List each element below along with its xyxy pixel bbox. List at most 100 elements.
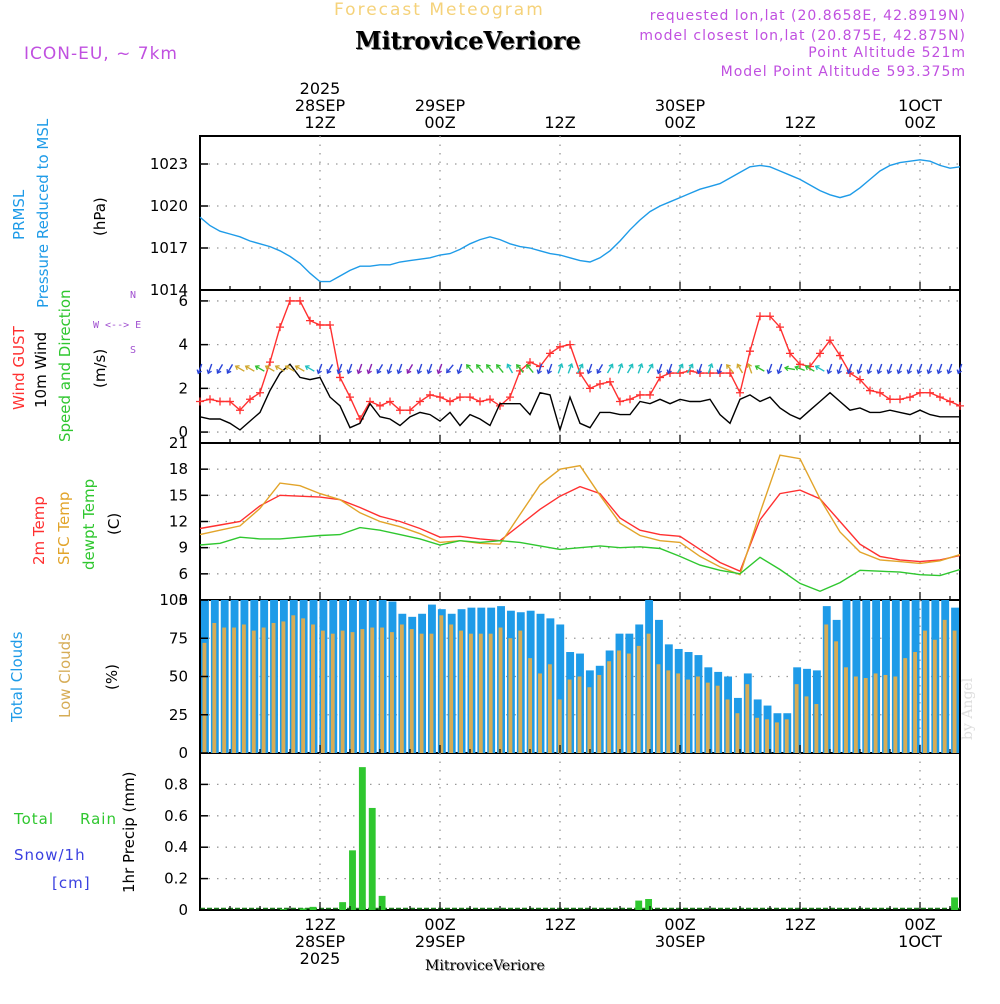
wind-arrow-head	[846, 369, 852, 375]
gust-marker	[726, 369, 734, 378]
wind-arrow-head	[196, 369, 202, 375]
gust-marker	[946, 397, 954, 406]
pressure-series-prmsl	[199, 159, 961, 283]
wind-direction-arrow	[367, 363, 373, 374]
wind-direction-arrow	[406, 364, 414, 374]
wind-ytick-label: 2	[178, 379, 188, 397]
wind-direction-arrow	[795, 366, 805, 372]
closest-coords: model closest lon,lat (20.875E, 42.875N)	[639, 28, 966, 44]
low-cloud-bar	[834, 641, 839, 753]
wind-direction-arrow	[506, 364, 514, 374]
low-cloud-bar	[488, 633, 493, 753]
precip-bar	[279, 909, 287, 910]
wind-direction-arrow	[827, 363, 833, 374]
low-cloud-bar	[261, 627, 266, 753]
gust-marker	[646, 390, 654, 399]
wind-arrow-head	[416, 369, 422, 375]
wind-direction-arrow	[957, 363, 963, 374]
low-cloud-bar	[311, 624, 315, 753]
top-time-label: 2025	[300, 79, 341, 98]
wind-arrow-head	[826, 369, 832, 375]
wind-direction-arrow	[596, 364, 604, 374]
low-cloud-bar	[419, 633, 424, 753]
wind-arrow-head	[578, 363, 584, 369]
low-cloud-bar	[202, 642, 207, 753]
wind-arrow-head	[516, 364, 521, 369]
gust-marker	[486, 395, 494, 404]
temperature-ytick-label: 6	[178, 565, 188, 583]
wind-arrow-head	[356, 369, 362, 375]
gust-marker	[776, 323, 784, 332]
gust-marker	[876, 388, 884, 397]
precip-ytick-label: 0.8	[164, 775, 188, 793]
low-cloud-bar	[883, 674, 888, 753]
point-altitude: Point Altitude 521m	[808, 45, 966, 61]
precip-ytick-label: 0.4	[164, 838, 188, 856]
low-cloud-bar	[232, 627, 236, 753]
wind-direction-arrow	[337, 363, 343, 374]
precip-unit: 1hr Precip (mm)	[120, 771, 138, 893]
gust-marker	[896, 395, 904, 404]
wind-arrow-head	[426, 369, 432, 375]
watermark: by Angel	[960, 677, 976, 740]
wind-series-wind-gust	[199, 300, 961, 421]
total-cloud-bar	[556, 624, 565, 753]
total-clouds-label: Total Clouds	[8, 631, 26, 722]
bottom-time-label: 00Z	[664, 915, 695, 934]
temperature-ytick-label: 9	[178, 539, 188, 557]
wind-direction-arrow	[476, 364, 484, 373]
wind-arrow-head	[466, 364, 471, 369]
wind-arrow-head	[284, 365, 290, 371]
wind-arrow-head	[736, 363, 742, 369]
low-cloud-bar	[715, 685, 720, 753]
gust-marker	[336, 373, 344, 382]
wind-arrow-head	[856, 369, 862, 375]
wind-direction-arrow	[657, 363, 663, 374]
wind-arrow-head	[656, 369, 662, 375]
wind-arrow-head	[506, 363, 512, 369]
low-clouds-label: Low Clouds	[56, 633, 74, 718]
gust-marker	[426, 390, 434, 399]
low-cloud-bar	[923, 630, 927, 753]
footer-location: MitroviceVeriore	[425, 958, 545, 974]
low-cloud-bar	[459, 630, 463, 753]
gust-marker	[466, 393, 474, 402]
gust-marker	[406, 406, 414, 415]
wind-gust-label: Wind GUST	[10, 326, 28, 410]
gust-marker	[346, 393, 354, 402]
gust-marker	[576, 369, 584, 378]
wind-unit: (m/s)	[91, 348, 109, 388]
clouds-ytick-label: 0	[178, 744, 188, 762]
gust-marker	[566, 340, 574, 349]
low-cloud-bar	[942, 619, 947, 753]
gust-marker	[856, 375, 864, 384]
gust-marker	[756, 312, 764, 321]
pressure-unit: (hPa)	[91, 197, 109, 236]
precip-rain-label: Rain	[80, 810, 117, 828]
wind-direction-arrow	[427, 363, 433, 374]
gust-marker	[216, 397, 224, 406]
wind-direction-arrow	[376, 364, 384, 374]
wind-direction-arrow	[516, 364, 524, 373]
wind-arrow-head	[496, 364, 501, 369]
wind-arrow-head	[396, 369, 402, 375]
wind-arrow-head	[696, 369, 702, 375]
gust-marker	[916, 388, 924, 397]
low-cloud-bar	[518, 630, 523, 753]
wind-direction-arrow	[295, 365, 305, 372]
wind-direction-arrow	[207, 363, 213, 374]
gust-marker	[866, 386, 874, 395]
wind-arrow-head	[304, 365, 310, 371]
top-time-label: 12Z	[304, 113, 335, 132]
wind-direction-arrow	[567, 363, 573, 374]
top-time-label: 30SEP	[655, 96, 706, 115]
low-cloud-bar	[587, 687, 592, 753]
precip-bar	[635, 900, 643, 910]
wind-direction-arrow	[496, 364, 504, 373]
wind-direction-arrow	[857, 363, 863, 374]
gust-marker	[906, 393, 914, 402]
wind-direction-arrow	[326, 364, 334, 374]
precip-ytick-label: 0.6	[164, 807, 188, 825]
wind-direction-arrow	[847, 363, 853, 374]
low-cloud-bar	[330, 633, 335, 753]
